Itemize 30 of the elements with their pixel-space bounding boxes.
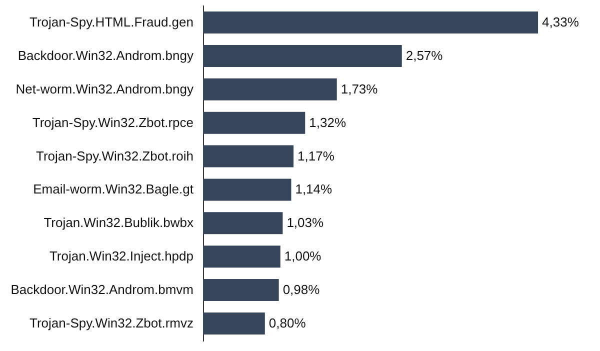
y-tick-label: Trojan-Spy.Win32.Zbot.roih: [36, 148, 194, 164]
bar: [203, 312, 265, 334]
y-tick-label: Backdoor.Win32.Androm.bmvm: [10, 282, 194, 298]
y-tick-label: Trojan-Spy.Win32.Zbot.rmvz: [30, 315, 194, 330]
bar: [203, 44, 402, 67]
y-tick-label: Email-worm.Win32.Bagle.gt: [33, 182, 194, 197]
y-tick-label: Backdoor.Win32.Androm.bngy: [18, 48, 194, 63]
bar: [203, 279, 279, 302]
data-label: 1,03%: [286, 215, 324, 230]
bar: [203, 178, 292, 201]
data-label: 1,14%: [295, 182, 333, 197]
bar: [203, 212, 283, 234]
bar: [203, 112, 306, 134]
y-tick-label: Trojan-Spy.HTML.Fraud.gen: [29, 14, 194, 30]
data-label: 0,80%: [268, 315, 306, 330]
y-tick-label: Trojan-Spy.Win32.Zbot.rpce: [32, 114, 194, 130]
y-tick-label: Trojan.Win32.Bublik.bwbx: [44, 215, 194, 230]
data-label: 1,32%: [309, 114, 346, 130]
bar: [203, 78, 337, 100]
data-label: 0,98%: [282, 282, 320, 298]
data-label: 1,73%: [340, 81, 378, 96]
bar: [203, 145, 294, 168]
y-tick-label: Net-worm.Win32.Androm.bngy: [16, 81, 194, 96]
data-label: 4,33%: [542, 14, 580, 30]
data-label: 1,00%: [284, 248, 322, 264]
bar: [203, 246, 280, 268]
y-tick-label: Trojan.Win32.Inject.hpdp: [49, 248, 194, 264]
data-label: 2,57%: [406, 48, 444, 63]
bar: [203, 12, 538, 34]
data-label: 1,17%: [298, 148, 335, 164]
